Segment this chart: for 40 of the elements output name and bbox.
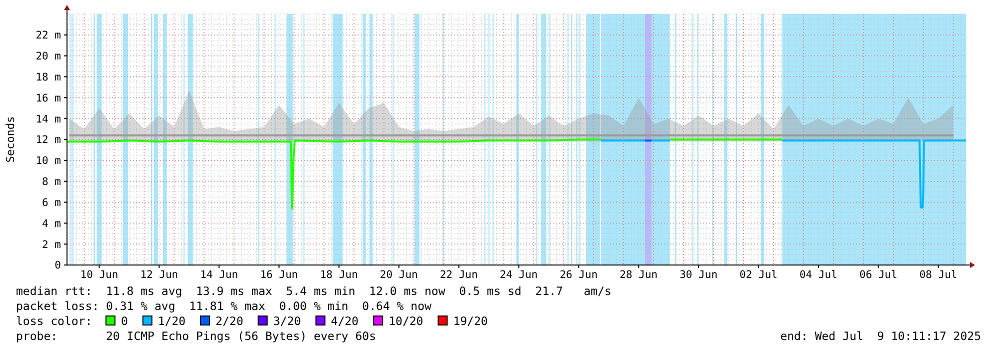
legend-label: 4/20	[330, 314, 359, 328]
y-tick-label: 6 m	[42, 196, 61, 209]
x-tick-label: 18 Jun	[320, 269, 358, 281]
x-tick-label: 24 Jun	[500, 269, 538, 281]
y-axis-title: Seconds	[4, 116, 17, 163]
y-tick-label: 14 m	[36, 113, 61, 126]
legend-label: 19/20	[453, 314, 488, 328]
y-tick-label: 20 m	[36, 50, 61, 63]
x-tick-label: 06 Jul	[859, 269, 898, 281]
legend-title: loss color:	[16, 314, 92, 328]
text: end: Wed Jul 9 10:11:17 2025	[780, 329, 981, 343]
x-tick-label: 12 Jun	[140, 269, 178, 281]
legend-label: 1/20	[158, 314, 186, 328]
y-tick-label: 10 m	[36, 155, 61, 168]
y-tick-label: 0	[54, 260, 61, 272]
x-tick-label: 30 Jun	[680, 269, 718, 281]
text: median rtt: 11.8 ms avg 13.9 ms max 5.4 ms min 12.0 ms now 0.5 ms sd 21.7 am/s	[16, 284, 612, 298]
x-tick-label: 26 Jun	[560, 269, 598, 281]
y-tick-label: 16 m	[36, 92, 61, 104]
x-tick-label: 16 Jun	[260, 269, 298, 281]
x-tick-label: 20 Jun	[380, 269, 418, 281]
x-tick-label: 14 Jun	[200, 269, 238, 281]
x-tick-label: 22 Jun	[440, 269, 478, 281]
legend-label: 3/20	[273, 314, 302, 328]
y-tick-label: 12 m	[36, 134, 61, 146]
x-tick-label: 28 Jun	[620, 269, 658, 281]
legend-label: 0	[120, 314, 128, 328]
y-tick-label: 4 m	[42, 218, 61, 230]
y-tick-label: 22 m	[36, 30, 61, 42]
text: probe: 20 ICMP Echo Pings (56 Bytes) every 60s	[16, 329, 376, 343]
x-tick-label: 04 Jul	[799, 269, 838, 281]
y-tick-label: 2 m	[42, 238, 61, 251]
x-tick-label: 08 Jul	[919, 269, 958, 281]
legend-label: 10/20	[388, 314, 424, 328]
legend-label: 2/20	[216, 314, 244, 328]
y-tick-label: 18 m	[36, 71, 61, 84]
text: packet loss: 0.31 % avg 11.81 % max 0.00 % min 0.64 % now	[16, 299, 432, 313]
y-tick-label: 8 m	[42, 176, 61, 188]
x-tick-label: 10 Jun	[80, 269, 118, 281]
x-tick-label: 02 Jul	[740, 269, 778, 281]
